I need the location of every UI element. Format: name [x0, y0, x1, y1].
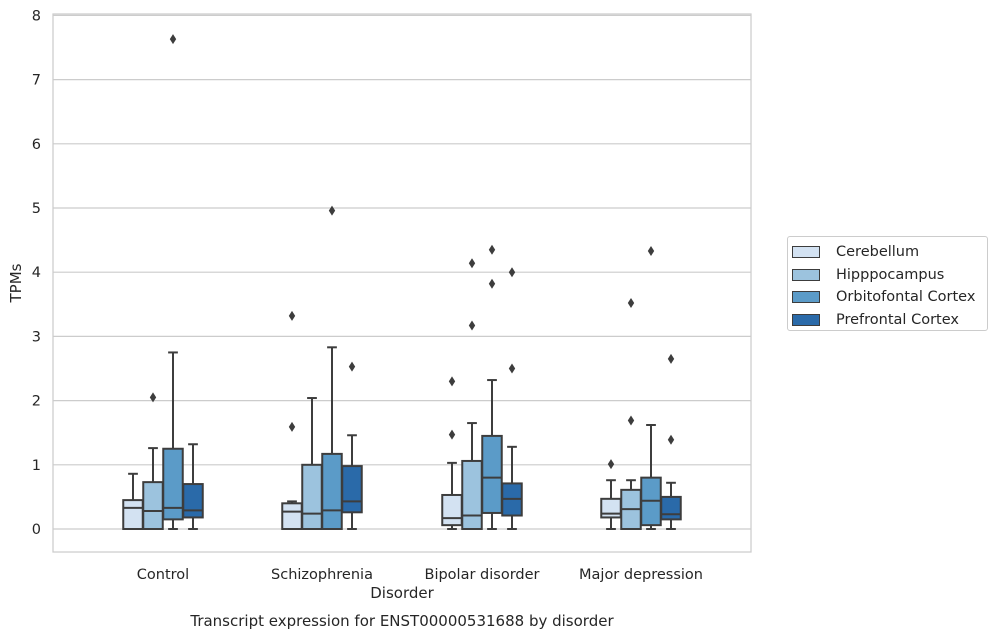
box-orbitofontal-cortex	[481, 244, 503, 530]
box-iqr	[600, 497, 622, 519]
box-orbitofontal-cortex	[640, 246, 662, 530]
y-tick-label: 5	[32, 201, 41, 217]
box-hipppocampus	[301, 397, 323, 530]
outlier-point	[348, 361, 356, 372]
box-cerebellum	[441, 376, 463, 530]
y-tick-label: 8	[32, 8, 41, 24]
box-hipppocampus	[461, 258, 483, 530]
box-cerebellum	[281, 310, 303, 531]
y-axis-label: TPMs	[7, 263, 25, 303]
box-series	[122, 34, 682, 531]
y-tick-label: 6	[32, 137, 41, 153]
outlier-point	[488, 278, 496, 289]
y-tick-label: 4	[32, 265, 41, 281]
outlier-point	[627, 298, 635, 309]
outlier-point	[508, 267, 516, 278]
box-hipppocampus	[142, 392, 164, 531]
chart-title: Transcript expression for ENST0000053168…	[189, 612, 614, 630]
legend-item: Hipppocampus	[792, 264, 987, 287]
box-iqr	[441, 493, 463, 527]
outlier-point	[288, 421, 296, 432]
box-iqr	[142, 481, 164, 531]
box-orbitofontal-cortex	[321, 205, 343, 530]
box-cerebellum	[600, 459, 622, 530]
outlier-point	[667, 434, 675, 445]
outlier-point	[448, 376, 456, 387]
outlier-point	[627, 415, 635, 426]
x-axis-ticks: Control Schizophrenia Bipolar disorder Majo…	[137, 567, 703, 583]
outlier-point	[288, 310, 296, 321]
x-tick-label: Schizophrenia	[271, 567, 373, 583]
legend-label: Orbitofontal Cortex	[836, 289, 976, 306]
x-tick-label: Major depression	[579, 567, 703, 583]
box-iqr	[341, 465, 363, 514]
box-prefrontal-cortex	[501, 267, 523, 530]
box-cerebellum	[122, 472, 144, 530]
outlier-point	[647, 246, 655, 257]
x-tick-label: Bipolar disorder	[425, 567, 540, 583]
outlier-point	[607, 459, 615, 470]
legend-label: Cerebellum	[836, 244, 920, 261]
legend-item: Orbitofontal Cortex	[792, 286, 987, 309]
x-axis-label: Disorder	[370, 584, 434, 602]
y-tick-label: 1	[32, 458, 41, 474]
outlier-point	[508, 363, 516, 374]
y-axis-ticks: 0 1 2 3 4 5 6 7 8	[32, 8, 41, 538]
box-prefrontal-cortex	[182, 443, 204, 530]
box-iqr	[182, 483, 204, 519]
box-hipppocampus	[620, 298, 642, 531]
legend-label: Hipppocampus	[836, 266, 945, 283]
gridlines	[53, 14, 751, 530]
outlier-point	[149, 392, 157, 403]
box-prefrontal-cortex	[660, 353, 682, 530]
box-iqr	[461, 459, 483, 530]
legend-label: Prefrontal Cortex	[836, 311, 959, 328]
outlier-point	[468, 320, 476, 331]
legend-item: Cerebellum	[792, 241, 987, 264]
box-iqr	[321, 452, 343, 530]
legend-swatch	[792, 246, 820, 259]
y-tick-label: 0	[32, 522, 41, 538]
outlier-point	[468, 258, 476, 269]
box-iqr	[481, 434, 503, 514]
x-tick-label: Control	[137, 567, 189, 583]
legend: Cerebellum Hipppocampus Orbitofontal Corte…	[787, 236, 988, 331]
y-tick-label: 7	[32, 73, 41, 89]
box-prefrontal-cortex	[341, 361, 363, 530]
legend-item: Prefrontal Cortex	[792, 309, 987, 332]
y-tick-label: 2	[32, 394, 41, 410]
box-iqr	[122, 499, 144, 530]
box-iqr	[301, 463, 323, 530]
box-orbitofontal-cortex	[162, 34, 184, 530]
y-tick-label: 3	[32, 329, 41, 345]
legend-swatch	[792, 313, 820, 326]
outlier-point	[667, 353, 675, 364]
box-iqr	[660, 495, 682, 521]
outlier-point	[448, 429, 456, 440]
legend-swatch	[792, 268, 820, 281]
box-iqr	[281, 502, 303, 531]
outlier-point	[488, 244, 496, 255]
plot-area-frame	[52, 13, 752, 553]
outlier-point	[169, 34, 177, 45]
legend-swatch	[792, 291, 820, 304]
outlier-point	[328, 205, 336, 216]
